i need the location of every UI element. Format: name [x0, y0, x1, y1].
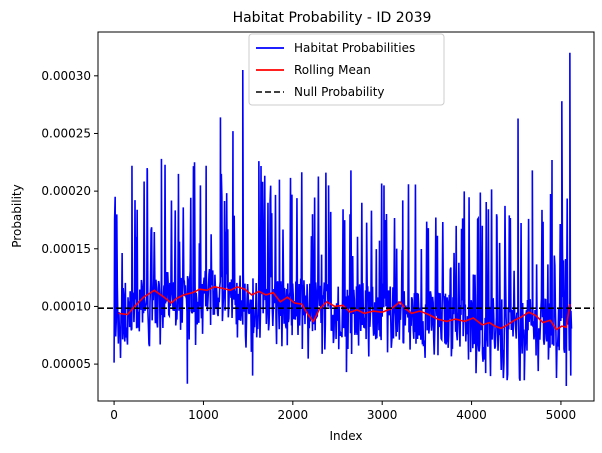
chart-figure: Habitat Probability - ID 2039 0 1000 2000 3… [0, 0, 602, 453]
legend-label-habitat-probabilities: Habitat Probabilities [294, 41, 415, 55]
legend-label-rolling-mean: Rolling Mean [294, 63, 371, 77]
legend: Habitat Probabilities Rolling Mean Null … [249, 34, 444, 105]
x-tick-label: 4000 [456, 408, 487, 422]
x-tick-label: 1000 [188, 408, 219, 422]
x-tick-label: 2000 [278, 408, 309, 422]
y-tick-label: 0.00030 [41, 69, 91, 83]
legend-label-null-probability: Null Probability [294, 85, 385, 99]
x-tick-label: 5000 [546, 408, 577, 422]
y-tick-label: 0.00010 [41, 299, 91, 313]
x-tick-label: 0 [110, 408, 118, 422]
y-tick-label: 0.00025 [41, 126, 91, 140]
y-tick-label: 0.00020 [41, 184, 91, 198]
x-tick-label: 3000 [367, 408, 398, 422]
y-axis-label: Probability [10, 184, 24, 247]
x-axis-label: Index [329, 429, 362, 443]
y-tick-label: 0.00015 [41, 242, 91, 256]
y-tick-label: 0.00005 [41, 357, 91, 371]
chart-title: Habitat Probability - ID 2039 [233, 10, 432, 26]
